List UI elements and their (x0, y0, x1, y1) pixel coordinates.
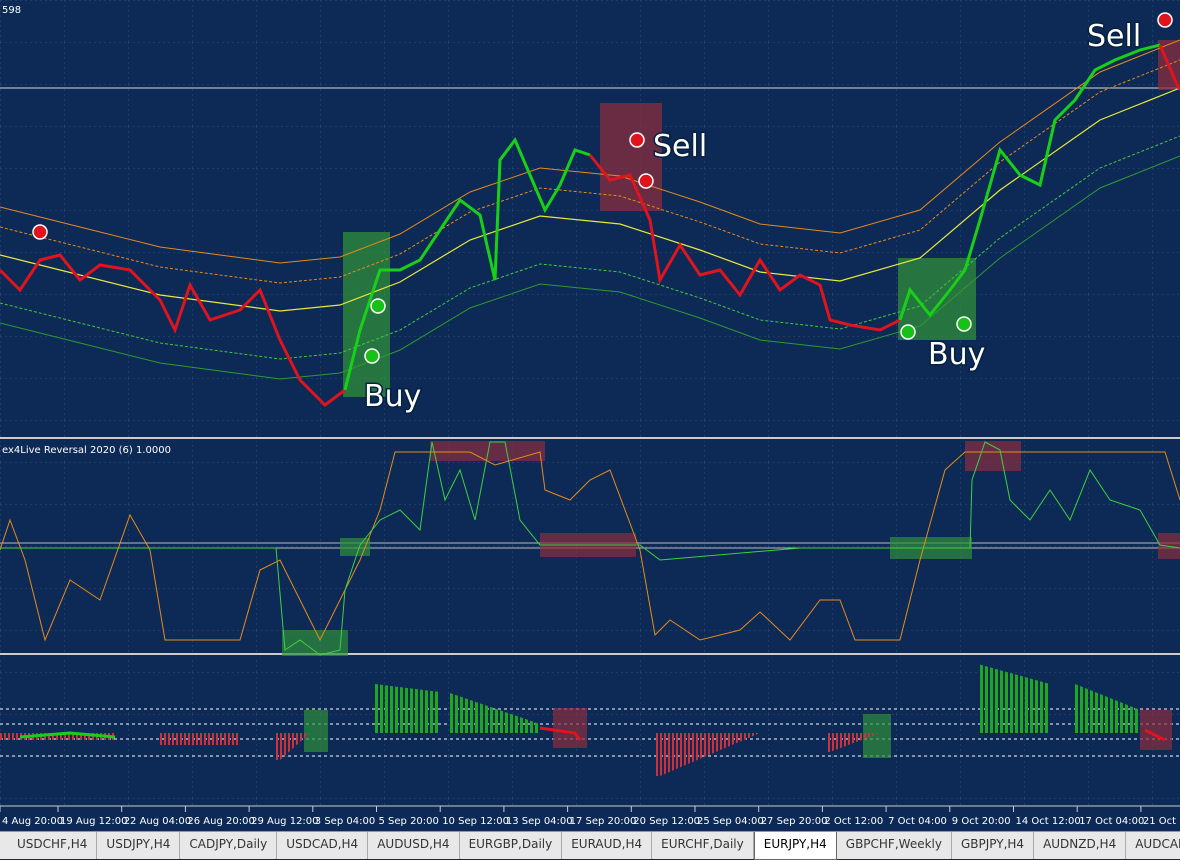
symbol-tab[interactable]: EURCHF,Daily (652, 832, 754, 859)
markers (32, 12, 1173, 364)
levels (0, 708, 1180, 757)
time-label: 5 Sep 20:00 (379, 816, 439, 827)
price-down (0, 253, 346, 407)
indicator-line (0, 441, 1180, 656)
price-label: 598 (2, 5, 21, 16)
symbol-tab[interactable]: GBPCHF,Weekly (837, 832, 952, 859)
buy-label: Buy (928, 337, 985, 372)
time-label: 27 Sep 20:00 (761, 816, 828, 827)
symbol-tab[interactable]: AUDUSD,H4 (368, 832, 460, 859)
sell-label: Sell (653, 129, 707, 164)
time-label: 22 Aug 04:00 (124, 816, 191, 827)
chart-area: 598 Buy Sell Buy Sell ex4Live Reversal 2… (0, 0, 1180, 827)
time-label: 9 Oct 20:00 (952, 816, 1011, 827)
time-label: 25 Sep 04:00 (697, 816, 764, 827)
time-label: 19 Aug 12:00 (60, 816, 127, 827)
time-label: 13 Sep 04:00 (506, 816, 573, 827)
time-label: 29 Aug 12:00 (251, 816, 318, 827)
symbol-tab[interactable]: AUDNZD,H4 (1034, 832, 1127, 859)
time-label: 26 Aug 20:00 (187, 816, 254, 827)
price-down (588, 154, 901, 332)
sell-label: Sell (1087, 19, 1141, 54)
symbol-tab[interactable]: EURJPY,H4 (753, 832, 837, 860)
time-label: 2 Oct 12:00 (824, 816, 883, 827)
grid (0, 0, 1180, 437)
indicator-line (0, 451, 1180, 642)
symbol-tab[interactable]: USDCAD,H4 (277, 832, 369, 859)
symbol-tab[interactable]: EURGBP,Daily (460, 832, 563, 859)
symbol-tab[interactable]: GBPJPY,H4 (952, 832, 1035, 859)
price-up (898, 43, 1161, 321)
time-label: 17 Oct 04:00 (1079, 816, 1144, 827)
time-label: 14 Oct 12:00 (1016, 816, 1081, 827)
time-label: 20 Sep 12:00 (633, 816, 700, 827)
price-up (343, 137, 591, 391)
symbol-tab[interactable]: CADJPY,Daily (180, 832, 278, 859)
time-label: 17 Sep 20:00 (570, 816, 637, 827)
symbol-tab[interactable]: USDCHF,H4 (8, 832, 98, 859)
symbol-tabs: USDCHF,H4 USDJPY,H4 CADJPY,Daily USDCAD,H4 A… (0, 831, 1180, 860)
time-label: 3 Sep 04:00 (315, 816, 375, 827)
symbol-tab[interactable]: USDJPY,H4 (97, 832, 181, 859)
time-label: 10 Sep 12:00 (442, 816, 509, 827)
time-label: 7 Oct 04:00 (888, 816, 947, 827)
buy-label: Buy (364, 379, 421, 414)
symbol-tab[interactable]: AUDCAD,Daily (1126, 832, 1180, 859)
zones (282, 441, 1180, 656)
bands (0, 39, 1180, 380)
time-label: 4 Aug 20:00 (2, 816, 63, 827)
time-label: 21 Oct (1143, 816, 1176, 827)
indicator-title: ex4Live Reversal 2020 (6) 1.0000 (2, 445, 171, 456)
histogram (0, 664, 1166, 776)
sell-zone (600, 103, 662, 211)
price-down (1158, 44, 1180, 91)
symbol-tab[interactable]: EURAUD,H4 (562, 832, 653, 859)
